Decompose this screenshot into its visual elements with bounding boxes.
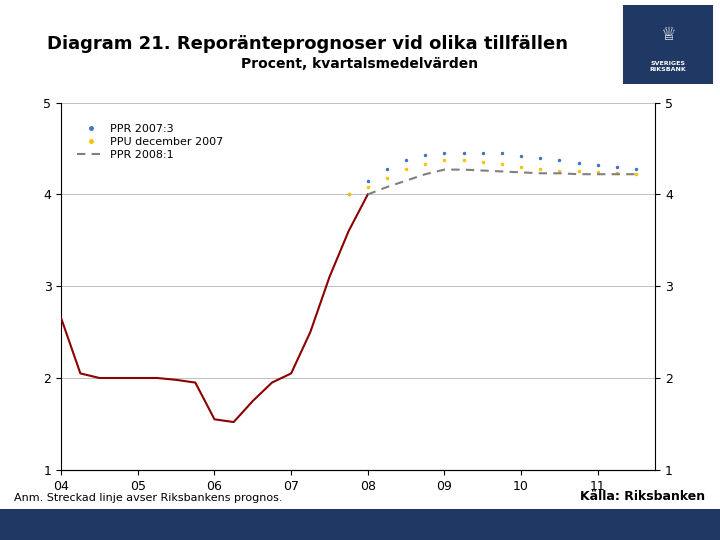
Line: PPR 2008:1: PPR 2008:1 — [368, 170, 636, 194]
PPR 2007:3 — [498, 150, 506, 156]
Text: Anm. Streckad linje avser Riksbankens prognos.: Anm. Streckad linje avser Riksbankens pr… — [14, 493, 283, 503]
PPR 2008:1 — [613, 171, 621, 178]
PPR 2008:1 — [575, 171, 583, 178]
PPU december 2007 — [402, 165, 410, 172]
PPU december 2007 — [421, 161, 430, 167]
PPU december 2007 — [440, 157, 449, 164]
PPR 2007:3 — [459, 150, 468, 156]
PPR 2007:3 — [613, 164, 621, 170]
PPU december 2007 — [364, 184, 372, 190]
PPR 2008:1 — [478, 167, 487, 174]
PPR 2008:1 — [382, 184, 391, 190]
PPU december 2007 — [517, 164, 526, 170]
PPU december 2007 — [555, 167, 564, 174]
PPR 2007:3 — [402, 156, 410, 163]
PPU december 2007 — [382, 174, 391, 181]
PPU december 2007 — [631, 171, 640, 178]
PPR 2008:1 — [421, 171, 430, 178]
PPR 2007:3 — [536, 154, 544, 161]
Text: SVERIGES
RIKSBANK: SVERIGES RIKSBANK — [649, 61, 686, 72]
PPR 2007:3 — [421, 152, 430, 158]
Text: Källa: Riksbanken: Källa: Riksbanken — [580, 490, 706, 503]
PPR 2007:3 — [382, 165, 391, 172]
PPU december 2007 — [536, 165, 544, 172]
Legend: PPR 2007:3, PPU december 2007, PPR 2008:1: PPR 2007:3, PPU december 2007, PPR 2008:… — [73, 119, 228, 165]
PPR 2007:3 — [344, 191, 353, 198]
PPU december 2007 — [613, 170, 621, 177]
PPU december 2007 — [593, 169, 602, 176]
PPU december 2007 — [459, 157, 468, 164]
PPR 2007:3 — [517, 153, 526, 159]
PPU december 2007 — [498, 161, 506, 167]
Line: PPU december 2007: PPU december 2007 — [346, 158, 638, 197]
PPU december 2007 — [478, 159, 487, 165]
Line: PPR 2007:3: PPR 2007:3 — [346, 151, 638, 197]
PPR 2008:1 — [631, 171, 640, 178]
PPR 2008:1 — [593, 171, 602, 178]
PPR 2007:3 — [478, 150, 487, 156]
PPR 2007:3 — [364, 177, 372, 184]
PPR 2008:1 — [440, 166, 449, 173]
PPU december 2007 — [575, 168, 583, 174]
PPR 2007:3 — [555, 157, 564, 164]
PPR 2008:1 — [517, 169, 526, 176]
PPR 2008:1 — [498, 168, 506, 174]
PPR 2008:1 — [402, 177, 410, 184]
Text: Diagram 21. Reporänteprognoser vid olika tillfällen: Diagram 21. Reporänteprognoser vid olika… — [47, 35, 568, 53]
PPR 2007:3 — [593, 162, 602, 168]
PPR 2008:1 — [364, 191, 372, 198]
PPR 2007:3 — [575, 160, 583, 166]
Text: ♕: ♕ — [660, 26, 676, 44]
PPR 2008:1 — [536, 170, 544, 177]
PPU december 2007 — [344, 191, 353, 198]
PPR 2007:3 — [440, 150, 449, 156]
Text: Procent, kvartalsmedelvärden: Procent, kvartalsmedelvärden — [241, 57, 479, 71]
PPR 2008:1 — [459, 166, 468, 173]
PPR 2007:3 — [631, 165, 640, 172]
PPR 2008:1 — [555, 170, 564, 177]
